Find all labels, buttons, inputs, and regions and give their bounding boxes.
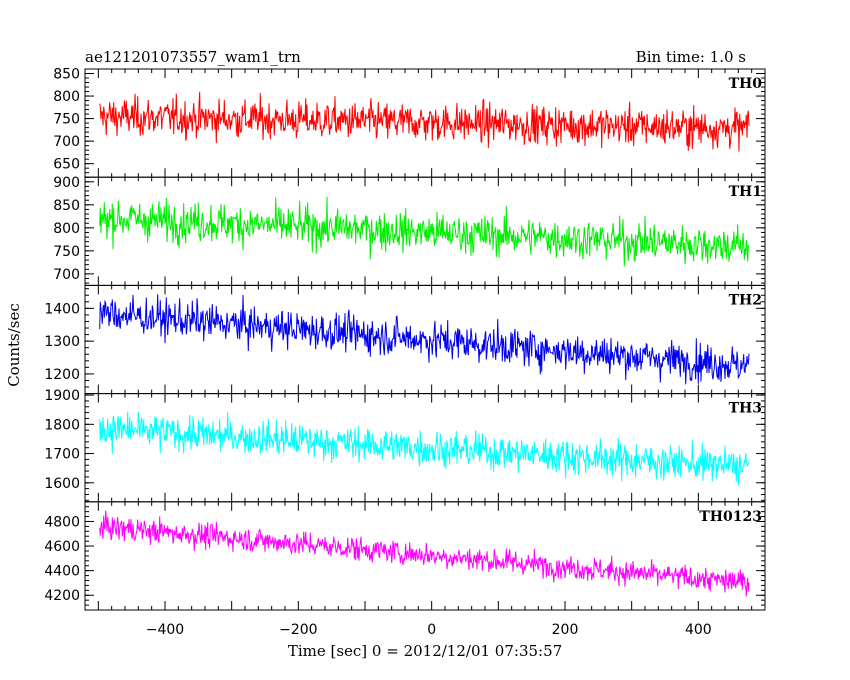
y-tick-label: 850: [53, 198, 80, 214]
y-tick-label: 700: [53, 134, 80, 150]
x-tick-label: 0: [427, 622, 436, 638]
y-tick-label: 700: [53, 267, 80, 283]
series-line-th1: [99, 196, 750, 267]
y-tick-label: 750: [53, 112, 80, 128]
panel-label-th0: TH0: [729, 76, 763, 92]
panel-th0123: 4200 4400 4600 4800 TH0123: [44, 501, 766, 611]
x-tick-label: −400: [146, 622, 184, 638]
y-tick-label: 750: [53, 244, 80, 260]
panels-group: 650 700 750 800 850 TH0 700 750 800 850 900 TH1 1200…: [44, 67, 766, 611]
panel-label-th3: TH3: [729, 401, 762, 417]
panel-label-th0123: TH0123: [699, 509, 762, 525]
y-tick-label: 4600: [44, 539, 80, 555]
y-tick-label: 4400: [44, 564, 80, 580]
series-line-th0: [99, 91, 750, 152]
y-tick-label: 900: [53, 175, 80, 191]
y-tick-label: 800: [53, 89, 80, 105]
y-tick-label: 850: [53, 67, 80, 83]
y-tick-label: 1400: [44, 301, 80, 317]
series-line-th0123: [99, 510, 750, 597]
y-tick-label: 4200: [44, 588, 80, 604]
panel-th2: 1200 1300 1400 TH2: [44, 284, 766, 395]
series-line-th3: [99, 411, 750, 486]
y-tick-label: 4800: [44, 514, 80, 530]
y-tick-label: 1700: [44, 447, 80, 463]
y-tick-label: 1200: [44, 367, 80, 383]
panel-label-th2: TH2: [729, 292, 762, 308]
y-tick-label: 1900: [44, 388, 80, 404]
panel-frame: [84, 284, 766, 395]
panel-th1: 700 750 800 850 900 TH1: [53, 175, 766, 286]
series-line-th2: [99, 294, 750, 385]
y-tick-label: 650: [53, 157, 80, 173]
y-tick-label: 1800: [44, 417, 80, 433]
panel-frame: [84, 176, 766, 286]
y-tick-label: 800: [53, 221, 80, 237]
bin-time-label: Bin time: 1.0 s: [636, 48, 746, 66]
x-tick-label: 200: [552, 622, 579, 638]
x-tick-label: 400: [685, 622, 712, 638]
chart-title: ae121201073557_wam1_trn: [85, 48, 301, 66]
y-tick-label: 1600: [44, 476, 80, 492]
panel-th0: 650 700 750 800 850 TH0: [53, 67, 766, 178]
x-axis-label: Time [sec] 0 = 2012/12/01 07:35:57: [288, 642, 562, 660]
x-axis: −400 −200 0 200 400: [146, 622, 712, 638]
x-tick-label: −200: [279, 622, 317, 638]
panel-label-th1: TH1: [729, 184, 762, 200]
y-tick-label: 1300: [44, 334, 80, 350]
y-axis-label: Counts/sec: [5, 303, 23, 387]
panel-th3: 1600 1700 1800 1900 TH3: [44, 388, 766, 503]
